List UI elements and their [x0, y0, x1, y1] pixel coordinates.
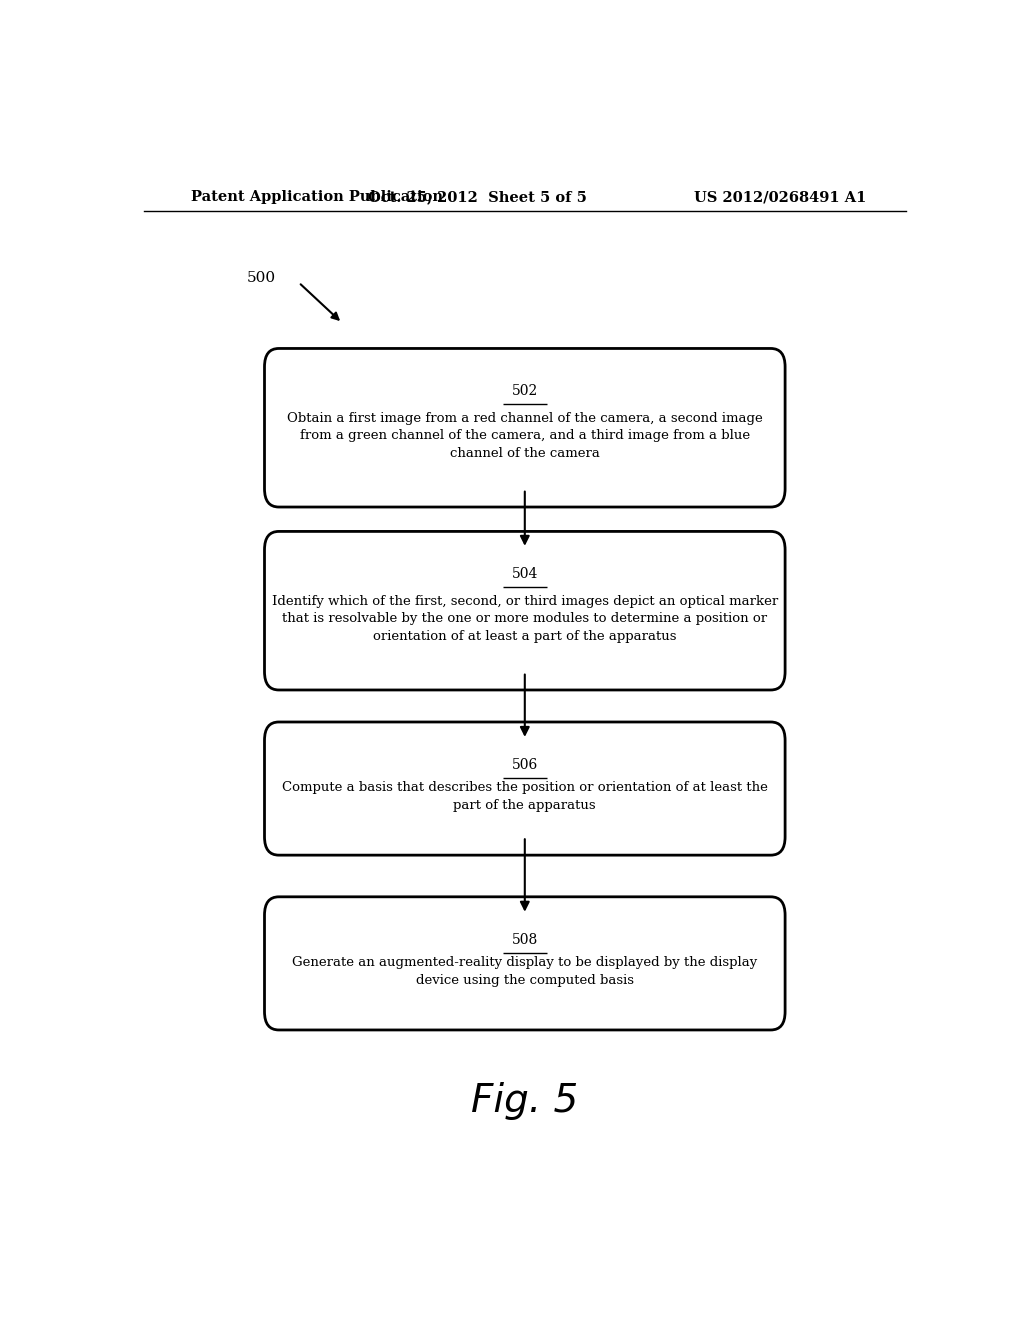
Text: Oct. 25, 2012  Sheet 5 of 5: Oct. 25, 2012 Sheet 5 of 5 — [368, 190, 587, 205]
Text: Generate an augmented-reality display to be displayed by the display
device usin: Generate an augmented-reality display to… — [292, 956, 758, 987]
Text: Identify which of the first, second, or third images depict an optical marker
th: Identify which of the first, second, or … — [271, 595, 778, 643]
FancyBboxPatch shape — [264, 348, 785, 507]
Text: 504: 504 — [512, 568, 538, 581]
Text: 508: 508 — [512, 932, 538, 946]
Text: Obtain a first image from a red channel of the camera, a second image
from a gre: Obtain a first image from a red channel … — [287, 412, 763, 459]
FancyBboxPatch shape — [264, 532, 785, 690]
Text: US 2012/0268491 A1: US 2012/0268491 A1 — [693, 190, 866, 205]
Text: Fig. 5: Fig. 5 — [471, 1081, 579, 1119]
Text: 506: 506 — [512, 758, 538, 772]
FancyBboxPatch shape — [264, 896, 785, 1030]
Text: Patent Application Publication: Patent Application Publication — [191, 190, 443, 205]
Text: Compute a basis that describes the position or orientation of at least the
part : Compute a basis that describes the posit… — [282, 781, 768, 812]
FancyBboxPatch shape — [264, 722, 785, 855]
Text: 502: 502 — [512, 384, 538, 399]
Text: 500: 500 — [247, 272, 275, 285]
